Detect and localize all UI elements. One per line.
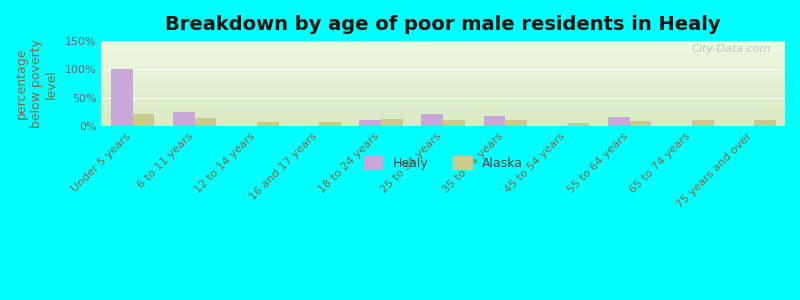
- Bar: [194, 118, 216, 126]
- Bar: [608, 117, 630, 126]
- Bar: [506, 120, 527, 126]
- Bar: [692, 120, 714, 126]
- Bar: [173, 112, 194, 126]
- Bar: [110, 69, 133, 126]
- Bar: [443, 120, 465, 126]
- Bar: [422, 114, 443, 126]
- Bar: [630, 121, 651, 126]
- Bar: [381, 119, 403, 126]
- Bar: [133, 114, 154, 126]
- Bar: [359, 120, 381, 126]
- Bar: [319, 122, 341, 126]
- Bar: [484, 116, 506, 126]
- Text: City-Data.com: City-Data.com: [692, 44, 771, 54]
- Y-axis label: percentage
below poverty
level: percentage below poverty level: [15, 39, 58, 128]
- Bar: [567, 123, 590, 126]
- Bar: [257, 122, 278, 126]
- Bar: [754, 120, 776, 126]
- Title: Breakdown by age of poor male residents in Healy: Breakdown by age of poor male residents …: [166, 15, 721, 34]
- Legend: Healy, Alaska: Healy, Alaska: [358, 152, 528, 175]
